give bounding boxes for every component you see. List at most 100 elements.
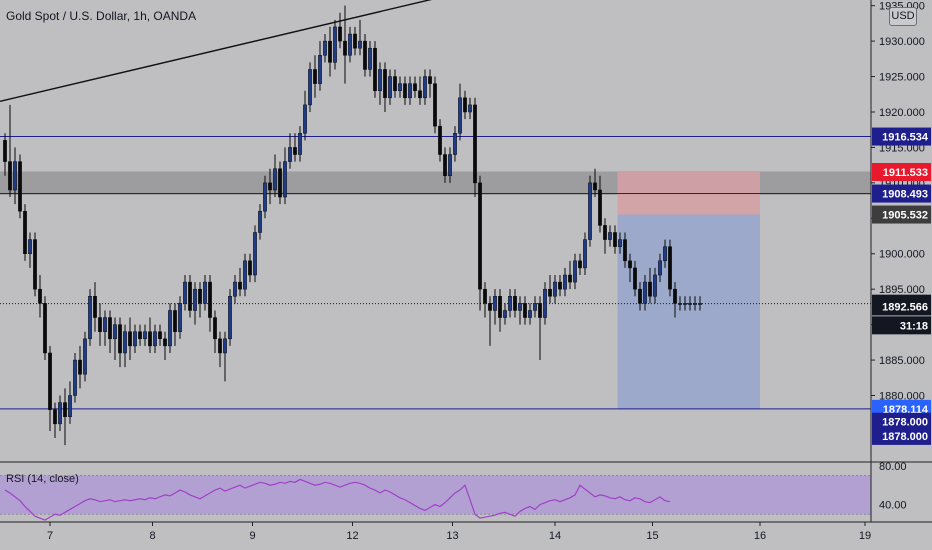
- candle-body: [168, 310, 172, 347]
- price-label-text: 1892.566: [882, 301, 928, 313]
- price-label-tag: [872, 426, 931, 445]
- candle-body: [153, 331, 157, 347]
- candle-body: [193, 288, 197, 311]
- price-label-tag: [872, 316, 931, 335]
- candle-body: [388, 76, 392, 99]
- price-label-tag: [872, 412, 931, 431]
- candle-body: [298, 133, 302, 155]
- candle-body: [33, 239, 37, 290]
- rsi-tick-label: 80.00: [879, 461, 907, 473]
- candle-body: [178, 303, 182, 332]
- candle-body: [408, 83, 412, 99]
- rsi-title: RSI (14, close): [6, 473, 79, 485]
- candle-body: [548, 288, 552, 297]
- symbol-title: Gold Spot / U.S. Dollar, 1h, OANDA: [6, 9, 197, 23]
- price-label-tag: [872, 127, 931, 146]
- candle-body: [93, 296, 97, 318]
- candle-body: [28, 239, 32, 254]
- rsi-line: [4, 478, 671, 521]
- price-label-text: 1911.533: [883, 167, 928, 179]
- candle-body: [403, 83, 407, 99]
- candle-body: [428, 76, 432, 84]
- candle-body: [138, 331, 142, 340]
- candle-body: [588, 182, 592, 240]
- candle-body: [693, 303, 697, 305]
- candle-body: [3, 140, 7, 162]
- candle-body: [303, 104, 307, 134]
- candle-body: [108, 317, 112, 340]
- candles-layer: [3, 5, 702, 446]
- candle-body: [698, 303, 702, 305]
- candle-body: [418, 90, 422, 99]
- candle-body: [293, 147, 297, 155]
- price-tick-label: 1880.000: [879, 391, 925, 403]
- candle-body: [468, 104, 472, 113]
- price-label-tag: [872, 184, 931, 203]
- candle-body: [528, 310, 532, 318]
- candle-body: [283, 161, 287, 198]
- candle-body: [603, 225, 607, 240]
- levels-layer: [0, 136, 871, 410]
- candle-body: [248, 260, 252, 276]
- candle-body: [568, 274, 572, 283]
- candle-body: [8, 161, 12, 191]
- candle-body: [238, 281, 242, 290]
- price-label-text: 1878.000: [882, 417, 928, 429]
- price-label-tag: [872, 163, 931, 182]
- candle-body: [273, 168, 277, 191]
- candle-body: [323, 40, 327, 56]
- price-label-text: 31:18: [900, 320, 928, 332]
- candle-body: [368, 47, 372, 70]
- take-profit-zone[interactable]: [617, 214, 761, 409]
- price-tick-label: 1920.000: [879, 107, 925, 119]
- candle-body: [668, 246, 672, 290]
- candle-body: [123, 331, 127, 354]
- candle-body: [113, 324, 117, 340]
- candle-body: [438, 125, 442, 155]
- candle-body: [523, 303, 527, 318]
- price-tick-label: 1925.000: [879, 72, 925, 84]
- candle-body: [398, 83, 402, 91]
- candle-body: [373, 47, 377, 91]
- candle-body: [413, 83, 417, 91]
- currency-button[interactable]: USD: [889, 7, 917, 26]
- price-tick-label: 1895.000: [879, 284, 925, 296]
- candle-body: [538, 303, 542, 318]
- candle-body: [128, 331, 132, 347]
- candle-body: [573, 260, 577, 283]
- candle-body: [338, 26, 342, 42]
- rsi-band: [0, 475, 871, 515]
- candle-body: [183, 281, 187, 304]
- candle-body: [258, 210, 262, 233]
- candle-body: [218, 338, 222, 354]
- candle-body: [598, 189, 602, 226]
- candle-body: [223, 338, 227, 354]
- candle-body: [593, 182, 597, 191]
- candle-body: [308, 69, 312, 106]
- candle-body: [383, 69, 387, 99]
- time-tick-label: 13: [446, 530, 458, 542]
- candle-body: [318, 55, 322, 84]
- candle-body: [148, 331, 152, 347]
- candle-body: [53, 409, 57, 425]
- candle-body: [443, 154, 447, 177]
- trendline[interactable]: [0, 0, 435, 103]
- time-tick-label: 12: [346, 530, 358, 542]
- candle-body: [253, 232, 257, 276]
- candle-body: [683, 303, 687, 305]
- candle-body: [618, 239, 622, 247]
- candle-body: [353, 33, 357, 49]
- candle-body: [278, 168, 282, 198]
- zones-layer: [0, 171, 871, 409]
- candle-body: [68, 395, 72, 418]
- time-tick-label: 19: [859, 530, 871, 542]
- candle-body: [613, 232, 617, 247]
- trendline-layer[interactable]: [0, 0, 435, 103]
- candle-body: [188, 281, 192, 311]
- price-label-tag: [872, 205, 931, 224]
- candle-body: [173, 310, 177, 332]
- rsi-tick-label: 40.00: [879, 500, 907, 512]
